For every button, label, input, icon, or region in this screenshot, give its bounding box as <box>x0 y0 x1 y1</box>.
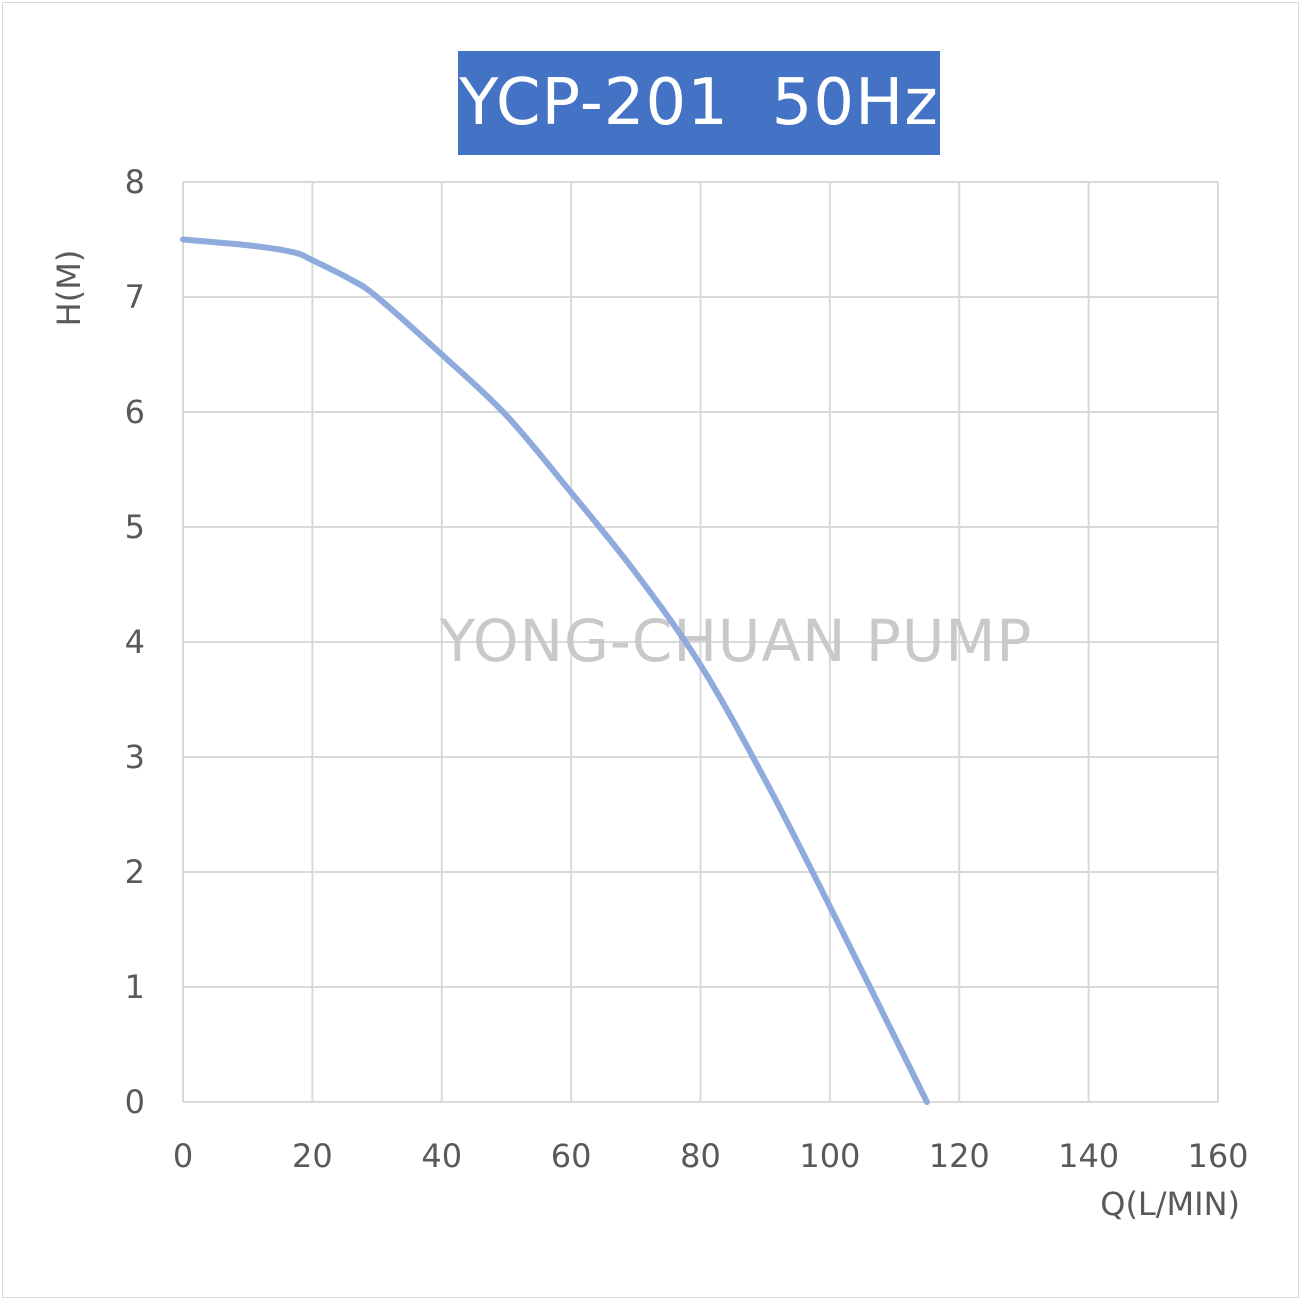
y-tick-label: 6 <box>125 393 145 431</box>
grid-lines <box>182 181 1219 1103</box>
y-tick-labels: 0 1 2 3 4 5 6 7 8 <box>125 163 145 1121</box>
series-line <box>180 236 930 1105</box>
x-axis-title: Q(L/MIN) <box>1100 1185 1240 1223</box>
y-tick-label: 7 <box>125 278 145 316</box>
x-tick-label: 40 <box>421 1137 462 1175</box>
y-tick-label: 2 <box>125 853 145 891</box>
y-tick-label: 5 <box>125 508 145 546</box>
x-tick-label: 100 <box>799 1137 860 1175</box>
y-tick-label: 1 <box>125 968 145 1006</box>
y-tick-label: 4 <box>125 623 145 661</box>
x-tick-label: 120 <box>929 1137 990 1175</box>
x-tick-label: 20 <box>292 1137 333 1175</box>
x-tick-label: 80 <box>680 1137 721 1175</box>
y-tick-label: 3 <box>125 738 145 776</box>
x-tick-labels: 0 20 40 60 80 100 120 140 160 <box>173 1137 1249 1175</box>
chart-title: YCP-201 50Hz <box>459 66 939 140</box>
x-tick-label: 0 <box>173 1137 193 1175</box>
x-tick-label: 160 <box>1187 1137 1248 1175</box>
x-tick-label: 140 <box>1058 1137 1119 1175</box>
y-axis-title: H(M) <box>50 250 88 327</box>
series-group <box>180 236 930 1105</box>
watermark-text: YONG-CHUAN PUMP <box>439 607 1033 675</box>
y-tick-label: 8 <box>125 163 145 201</box>
y-tick-label: 0 <box>125 1083 145 1121</box>
x-tick-label: 60 <box>551 1137 592 1175</box>
chart-title-box: YCP-201 50Hz <box>458 51 940 155</box>
